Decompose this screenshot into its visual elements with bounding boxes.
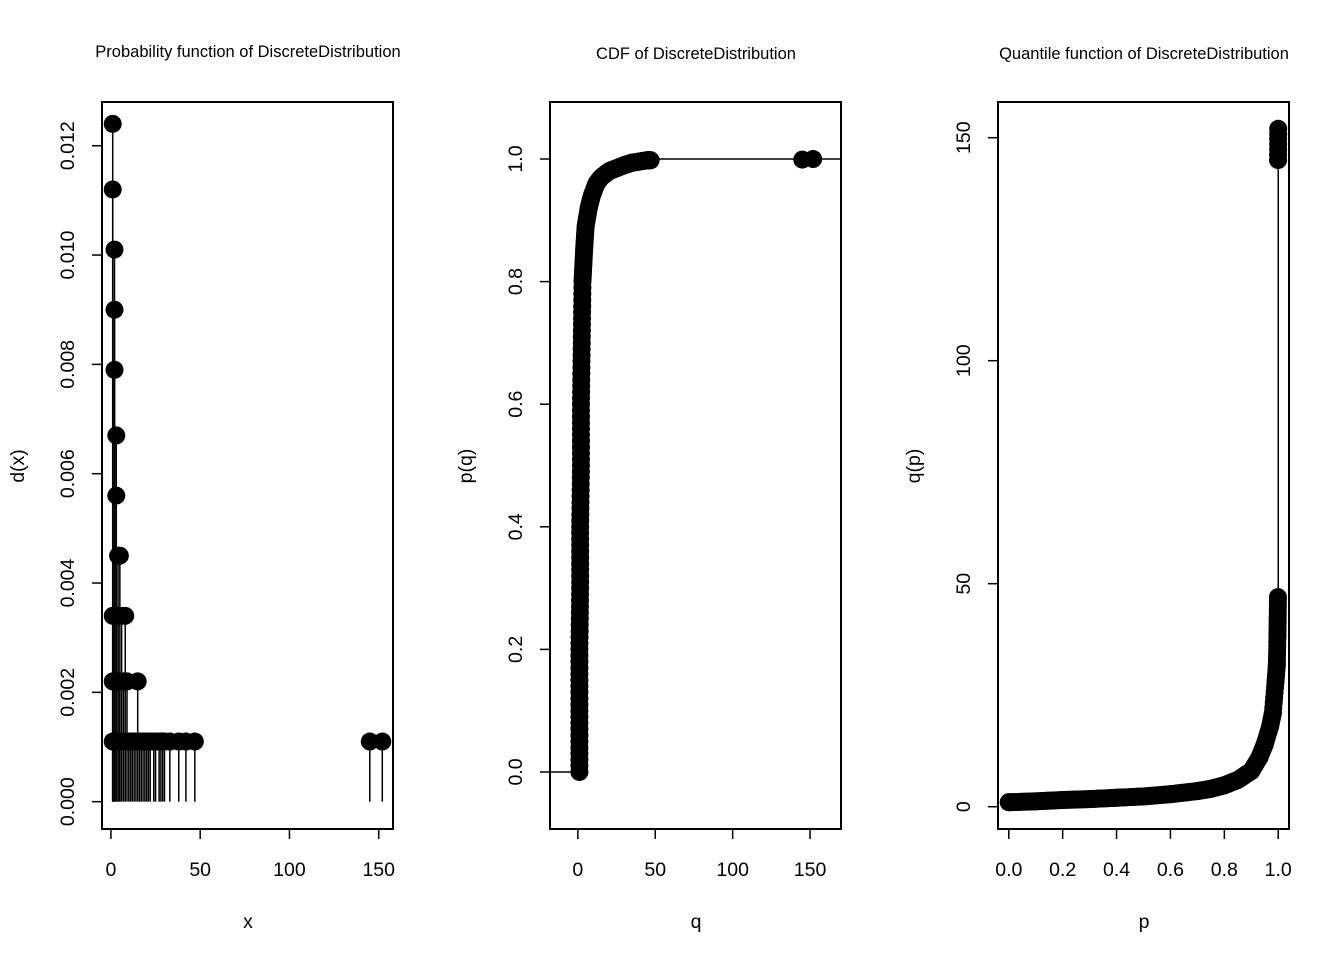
panel-2-title: CDF of DiscreteDistribution [596, 45, 796, 63]
panel-3-ytick-label: 150 [953, 121, 975, 154]
panel-3-marks [999, 119, 1288, 812]
panel-1-marks [103, 114, 392, 802]
cdf-tail-point [804, 150, 823, 169]
quantile-point [1269, 119, 1288, 138]
stem-point [107, 486, 126, 505]
panel-1-ytick-label: 0.006 [57, 449, 79, 498]
quantile-point [1266, 672, 1285, 691]
panel-1-title: Probability function of DiscreteDistribu… [95, 43, 400, 61]
panel-probability: Probability function of DiscreteDistribu… [7, 43, 401, 933]
quantile-point [1215, 776, 1234, 795]
panel-quantile: Quantile function of DiscreteDistributio… [903, 45, 1292, 933]
panel-2-xtick-label: 150 [794, 859, 827, 881]
panel-3-xtick-label: 0.4 [1103, 859, 1130, 881]
quantile-point [1201, 779, 1220, 798]
panel-1-xtick-label: 150 [362, 859, 395, 881]
quantile-point [1269, 150, 1288, 169]
panel-3-xlabel: p [1139, 911, 1150, 933]
panel-1-ytick-label: 0.008 [57, 340, 79, 389]
panel-3-xtick-label: 0.0 [995, 859, 1022, 881]
panel-3-ylabel: q(p) [903, 449, 925, 484]
panel-3-ytick-label: 100 [953, 344, 975, 377]
stem-point [373, 732, 392, 751]
panel-3-title: Quantile function of DiscreteDistributio… [999, 45, 1289, 63]
quantile-point [1188, 782, 1207, 801]
stem-point [360, 732, 379, 751]
stem-point [105, 240, 124, 259]
quantile-point [1161, 785, 1180, 804]
stem-point [110, 546, 129, 565]
panel-1-ticks: 0 50 100 150 0.000 0.002 0.004 0.006 0.008 0.010 0… [57, 121, 395, 881]
quantile-point [1255, 735, 1274, 754]
stem-point [103, 180, 122, 199]
panel-2-ytick-label: 0.8 [505, 268, 527, 295]
panel-1-ytick-label: 0.002 [57, 668, 79, 717]
quantile-point [1268, 628, 1287, 647]
panel-1-ytick-label: 0.004 [57, 558, 79, 607]
stem-point [185, 732, 204, 751]
panel-1-ytick-label: 0.010 [57, 231, 79, 280]
quantile-point [999, 793, 1018, 812]
panel-cdf: CDF of DiscreteDistribution q p(q) 0 50 10… [455, 45, 842, 933]
panel-1-ylabel: d(x) [7, 449, 29, 483]
panel-1-xtick-label: 50 [189, 859, 211, 881]
panel-1-xtick-label: 100 [273, 859, 306, 881]
panel-1-xlabel: x [243, 911, 253, 933]
quantile-point [1228, 770, 1247, 789]
panel-3-xtick-label: 0.8 [1211, 859, 1238, 881]
panel-2-xtick-label: 0 [572, 859, 583, 881]
panel-1-frame [101, 101, 394, 830]
panel-3-ytick-label: 50 [953, 573, 975, 595]
panel-3-xtick-label: 0.2 [1049, 859, 1076, 881]
panel-1-xtick-label: 0 [105, 859, 116, 881]
quantile-point [1263, 704, 1282, 723]
stem-point [105, 360, 124, 379]
quantile-point [1134, 787, 1153, 806]
panel-1-ytick-label: 0.000 [57, 777, 79, 826]
panel-2-marks [550, 150, 841, 781]
panel-2-xlabel: q [691, 911, 702, 933]
panel-2-ytick-label: 0.6 [505, 391, 527, 418]
panel-3-frame [997, 101, 1290, 830]
panel-2-ytick-label: 1.0 [505, 145, 527, 172]
panel-3-ticks: 0.0 0.2 0.4 0.6 0.8 1.0 0 50 100 150 [953, 121, 1292, 881]
panel-2-xtick-label: 100 [716, 859, 749, 881]
stem-point [116, 606, 135, 625]
quantile-point [1242, 762, 1261, 781]
quantile-point [1026, 792, 1045, 811]
stem-point [128, 672, 147, 691]
quantile-point [1080, 790, 1099, 809]
quantile-point [1268, 588, 1287, 607]
cdf-point [641, 151, 660, 170]
panel-3-ytick-label: 0 [953, 801, 975, 812]
quantile-point [1107, 788, 1126, 807]
panel-2-ticks: 0 50 100 150 0.0 0.2 0.4 0.6 0.8 1.0 [505, 145, 826, 881]
panel-2-ytick-label: 0.2 [505, 636, 527, 663]
stem-point [107, 426, 126, 445]
panel-1-ytick-label: 0.012 [57, 121, 79, 170]
quantile-point [1053, 791, 1072, 810]
panel-2-ytick-label: 0.4 [505, 513, 527, 540]
panel-2-ylabel: p(q) [455, 449, 477, 484]
panel-2-xtick-label: 50 [644, 859, 666, 881]
quantile-point [1261, 717, 1280, 736]
panel-2-ytick-label: 0.0 [505, 758, 527, 785]
panel-2-frame [549, 101, 842, 830]
panel-3-xtick-label: 1.0 [1265, 859, 1292, 881]
stem-point [103, 114, 122, 133]
stem-point [105, 300, 124, 319]
panel-3-xtick-label: 0.6 [1157, 859, 1184, 881]
quantile-point [1267, 654, 1286, 673]
quantile-point [1268, 610, 1287, 629]
